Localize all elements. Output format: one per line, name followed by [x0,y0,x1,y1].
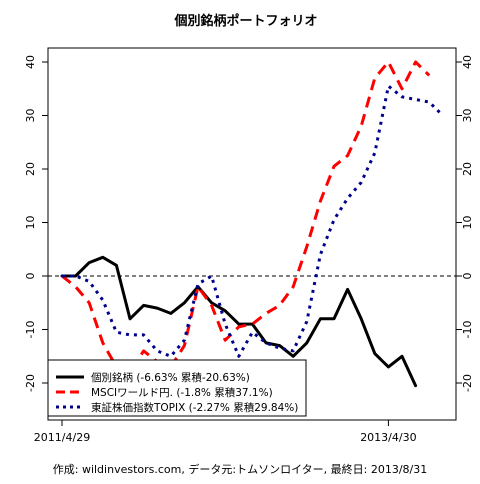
plot-frame [47,47,457,421]
y-tick-label-left: 20 [24,162,37,176]
y-tick-label-right: 40 [461,55,474,69]
legend-label-1: 個別銘柄 (-6.63% 累積-20.63%) [91,371,250,384]
legend-box [47,359,307,417]
chart-title: 個別銘柄ポートフォリオ [173,13,317,29]
y-tick-label-left: -10 [24,321,37,339]
y-tick-label-left: 10 [24,216,37,230]
chart-caption: 作成: wildinvestors.com, データ元:トムソンロイター, 最終… [53,462,427,476]
x-tick-label: 2013/4/30 [360,431,416,444]
y-tick-label-left: 0 [24,273,37,280]
legend-label-2: MSCIワールド円. (-1.8% 累積37.1%) [91,386,273,399]
y-tick-label-right: -20 [461,374,474,392]
series-line-3 [62,84,444,358]
y-tick-label-right: 20 [461,162,474,176]
series-line-1 [60,255,418,388]
y-tick-label-right: -10 [461,321,474,339]
legend-label-3: 東証株価指数TOPIX (-2.27% 累積29.84%) [91,401,298,414]
y-tick-label-right: 0 [461,273,474,280]
y-tick-label-left: 40 [24,55,37,69]
y-tick-label-right: 30 [461,109,474,123]
y-tick-label-left: -20 [24,374,37,392]
y-tick-label-right: 10 [461,216,474,230]
x-tick-label: 2011/4/29 [34,431,90,444]
series-line-2 [61,60,431,374]
y-tick-label-left: 30 [24,109,37,123]
